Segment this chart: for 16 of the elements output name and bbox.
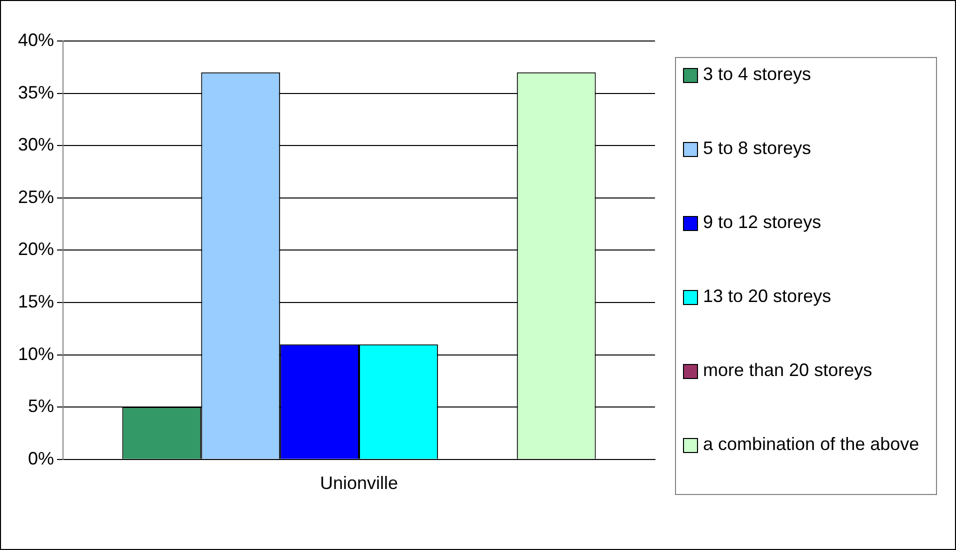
y-tick-label: 35% (18, 82, 54, 102)
y-tick-label: 0% (28, 448, 54, 468)
legend-label: 3 to 4 storeys (703, 64, 812, 85)
y-tick-label: 10% (18, 344, 54, 364)
legend-label: 9 to 12 storeys (703, 212, 822, 233)
y-tick-label: 5% (28, 396, 54, 416)
x-tick-label: Unionville (320, 473, 398, 494)
legend-label: 13 to 20 storeys (703, 286, 832, 307)
legend-label: a combination of the above (703, 434, 920, 455)
y-tick-label: 25% (18, 186, 54, 207)
legend-label: more than 20 storeys (703, 360, 872, 381)
y-tick-label: 30% (18, 134, 54, 155)
legend-label: 5 to 8 storeys (703, 138, 812, 159)
y-tick-label: 15% (18, 291, 54, 312)
y-tick-label: 20% (18, 239, 54, 260)
y-tick-label: 40% (18, 30, 54, 50)
